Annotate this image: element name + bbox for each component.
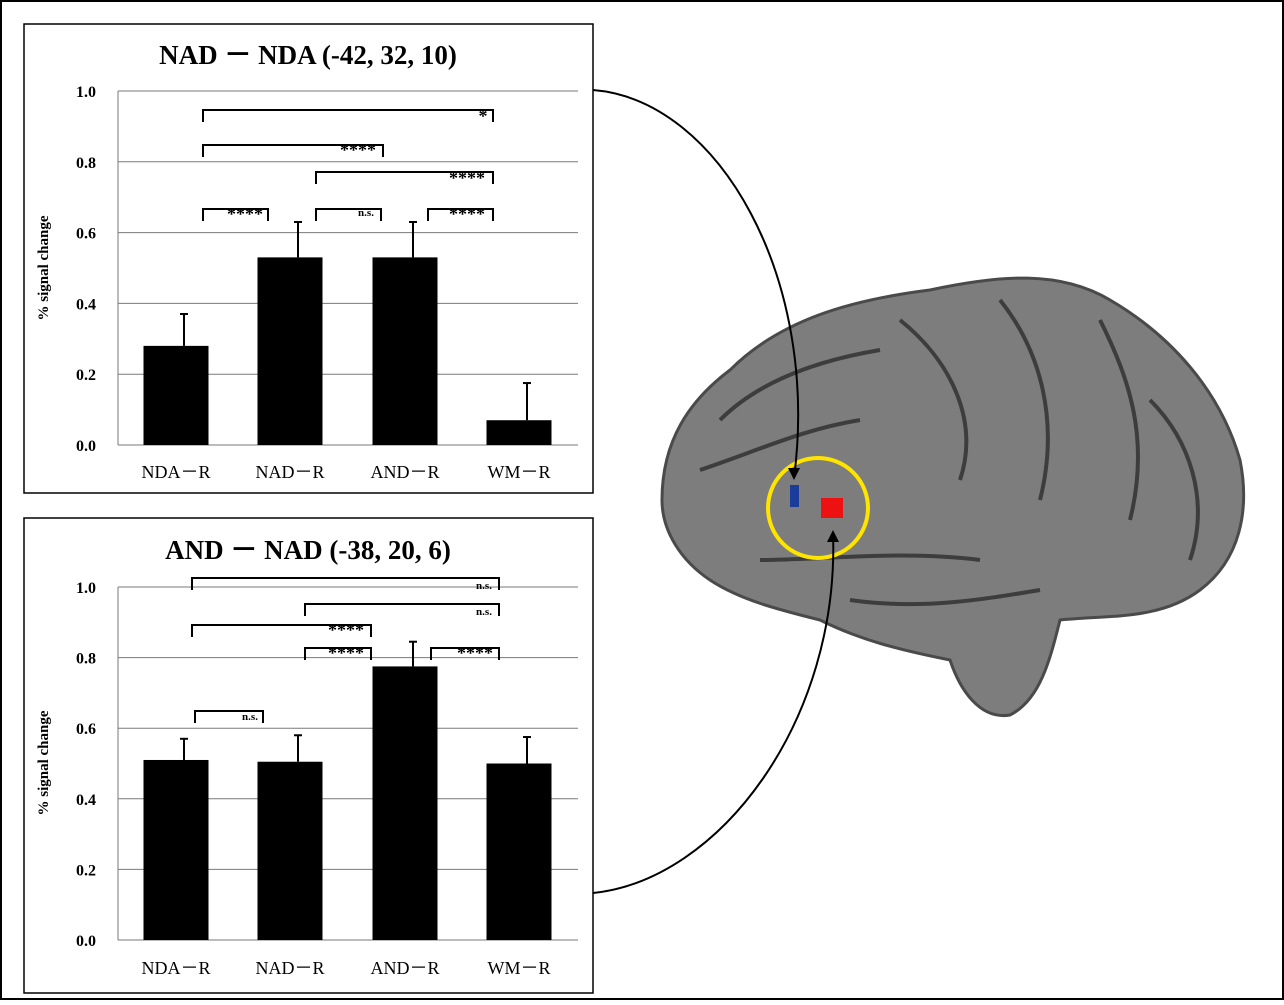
significance-label: n.s.	[476, 580, 492, 592]
y-tick-label: 0.4	[76, 792, 96, 809]
bar	[487, 764, 552, 941]
bar	[373, 257, 438, 445]
y-tick-label: 0.2	[76, 862, 96, 879]
bar	[144, 346, 209, 445]
figure: NAD － NDA (-42, 32, 10) % signal change 0.…	[0, 0, 1284, 1000]
chart-title: AND － NAD (-38, 20, 6)	[165, 535, 451, 565]
y-tick-label: 0.0	[76, 438, 96, 455]
significance-label: n.s.	[242, 711, 258, 723]
significance-label: n.s.	[358, 207, 374, 219]
y-axis-label: % signal change	[36, 215, 52, 320]
x-tick-label: NAD－R	[255, 462, 324, 482]
significance-label: *	[479, 106, 488, 126]
x-tick-label: WM－R	[488, 462, 551, 482]
significance-label: ****	[227, 204, 263, 224]
significance-label: ****	[449, 204, 485, 224]
chart-title: NAD － NDA (-42, 32, 10)	[159, 40, 457, 70]
y-tick-label: 0.8	[76, 155, 96, 172]
bar	[258, 257, 323, 445]
y-tick-label: 1.0	[76, 580, 96, 597]
y-tick-label: 0.6	[76, 226, 96, 243]
x-tick-label: WM－R	[488, 958, 551, 978]
y-axis-label: % signal change	[36, 710, 52, 815]
y-tick-label: 0.4	[76, 296, 96, 313]
y-tick-label: 0.0	[76, 933, 96, 950]
roi-red	[821, 498, 843, 518]
x-tick-label: AND－R	[370, 958, 439, 978]
x-tick-label: NAD－R	[255, 958, 324, 978]
bar	[258, 762, 323, 940]
significance-label: ****	[328, 620, 364, 640]
x-tick-label: NDA－R	[141, 462, 210, 482]
bar	[373, 666, 438, 940]
y-tick-label: 0.8	[76, 651, 96, 668]
x-tick-label: AND－R	[370, 462, 439, 482]
significance-label: ****	[457, 643, 493, 663]
bar	[487, 420, 552, 445]
bar	[144, 760, 209, 940]
x-tick-label: NDA－R	[141, 958, 210, 978]
y-tick-label: 1.0	[76, 84, 96, 101]
y-tick-label: 0.2	[76, 367, 96, 384]
significance-label: n.s.	[476, 606, 492, 618]
significance-label: ****	[449, 168, 485, 188]
y-tick-label: 0.6	[76, 721, 96, 738]
significance-label: ****	[328, 643, 364, 663]
significance-label: ****	[340, 140, 376, 160]
roi-blue	[790, 485, 799, 507]
